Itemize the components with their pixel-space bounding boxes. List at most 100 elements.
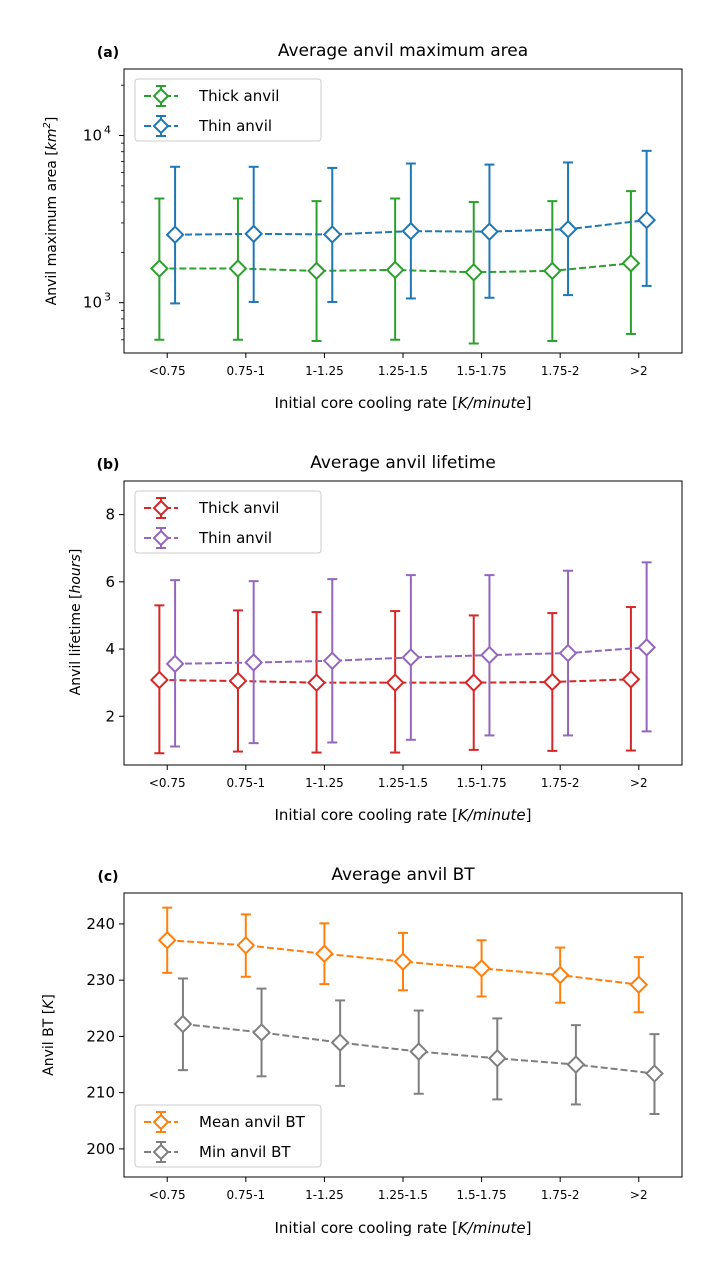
data-point bbox=[464, 262, 484, 282]
x-tick-label: 1-1.25 bbox=[305, 1188, 344, 1202]
x-tick-label: 1.25-1.5 bbox=[378, 776, 428, 790]
y-tick-label: 200 bbox=[86, 1140, 115, 1158]
data-point bbox=[149, 259, 169, 278]
data-point bbox=[322, 225, 342, 244]
legend-frame bbox=[134, 78, 322, 142]
data-point bbox=[149, 670, 169, 690]
legend-frame bbox=[134, 490, 322, 554]
legend-marker bbox=[152, 1143, 170, 1161]
x-tick-label: 0.75-1 bbox=[226, 776, 265, 790]
legend-label: Thin anvil bbox=[198, 117, 272, 135]
panel-label: (c) bbox=[97, 869, 118, 885]
y-tick-label: 240 bbox=[86, 915, 115, 933]
data-point bbox=[330, 1033, 350, 1053]
data-point bbox=[472, 958, 492, 978]
legend-marker bbox=[152, 1113, 170, 1131]
legend: Thick anvil Thin anvil bbox=[134, 490, 322, 554]
y-tick-label: 4 bbox=[105, 640, 115, 658]
data-point bbox=[385, 673, 405, 693]
legend-label: Min anvil BT bbox=[199, 1143, 291, 1161]
y-tick-label: 210 bbox=[86, 1084, 115, 1102]
x-tick-label: 0.75-1 bbox=[226, 1188, 265, 1202]
data-point bbox=[307, 261, 326, 281]
series bbox=[157, 906, 649, 1014]
data-point bbox=[307, 673, 326, 693]
x-tick-label: 1.75-2 bbox=[541, 776, 580, 790]
data-point bbox=[385, 260, 405, 280]
legend-entry: Thick anvil bbox=[144, 497, 279, 519]
series bbox=[173, 977, 664, 1116]
data-point bbox=[487, 1048, 507, 1068]
data-point bbox=[621, 253, 641, 273]
legend-entry: Thick anvil bbox=[144, 85, 279, 107]
panel-a: (a) Average anvil maximum area Anvil max… bbox=[42, 41, 683, 412]
y-tick-label: 10 3 bbox=[83, 291, 111, 312]
data-point bbox=[480, 645, 499, 665]
series bbox=[149, 190, 641, 345]
legend-label: Thin anvil bbox=[198, 529, 272, 547]
y-tick-label: 230 bbox=[86, 971, 115, 989]
legend-label: Mean anvil BT bbox=[199, 1113, 306, 1131]
series bbox=[165, 149, 657, 305]
legend-entry: Thin anvil bbox=[144, 115, 272, 137]
y-tick-label: 220 bbox=[86, 1027, 115, 1045]
legend-entry: Min anvil BT bbox=[144, 1141, 291, 1163]
series bbox=[165, 561, 657, 748]
panel-b: (b) Average anvil lifetime Anvil lifetim… bbox=[68, 453, 683, 824]
data-point bbox=[645, 1064, 664, 1083]
x-tick-label: 1-1.25 bbox=[305, 776, 344, 790]
data-point bbox=[157, 930, 177, 950]
y-axis-label: Anvil BT [K] bbox=[41, 994, 57, 1076]
legend-label: Thick anvil bbox=[198, 87, 279, 105]
legend-marker bbox=[152, 529, 170, 547]
panel-label: (b) bbox=[97, 457, 120, 473]
data-point bbox=[314, 944, 334, 964]
legend-marker bbox=[152, 117, 170, 135]
y-axis-label: Anvil maximum area [km2] bbox=[42, 117, 60, 306]
x-tick-label: 1.25-1.5 bbox=[378, 364, 428, 378]
data-point bbox=[558, 219, 578, 239]
x-tick-label: <0.75 bbox=[149, 776, 186, 790]
x-axis-label: Initial core cooling rate [K/minute] bbox=[274, 1219, 531, 1237]
x-tick-label: <0.75 bbox=[149, 364, 186, 378]
data-point bbox=[542, 261, 562, 281]
y-tick-label: 10 4 bbox=[83, 124, 111, 145]
data-point bbox=[464, 673, 484, 693]
data-point bbox=[550, 965, 570, 985]
data-point bbox=[558, 643, 578, 663]
series bbox=[149, 604, 641, 755]
data-point bbox=[165, 225, 185, 245]
data-point bbox=[228, 671, 248, 691]
x-tick-label: 1.5-1.75 bbox=[457, 364, 507, 378]
x-tick-label: 1.75-2 bbox=[541, 1188, 580, 1202]
x-axis-label: Initial core cooling rate [K/minute] bbox=[274, 806, 531, 824]
x-tick-label: 1.5-1.75 bbox=[457, 776, 507, 790]
data-point bbox=[629, 975, 649, 995]
data-point bbox=[228, 259, 248, 278]
plot-area-c: <0.75 0.75-1 1-1.25 1.25-1.5 1.5-1.75 1.75-2 >… bbox=[86, 892, 683, 1202]
x-tick-label: 1.5-1.75 bbox=[457, 1188, 507, 1202]
chart-title: Average anvil BT bbox=[331, 865, 475, 885]
x-tick-label: >2 bbox=[630, 364, 648, 378]
panel-c: (c) Average anvil BT Anvil BT [K] Initia… bbox=[41, 865, 683, 1237]
data-point bbox=[542, 672, 562, 692]
data-point bbox=[621, 669, 641, 689]
x-tick-label: 0.75-1 bbox=[226, 364, 265, 378]
chart-title: Average anvil lifetime bbox=[310, 453, 496, 473]
legend: Mean anvil BT Min anvil BT bbox=[134, 1104, 322, 1168]
legend: Thick anvil Thin anvil bbox=[134, 78, 322, 142]
data-point bbox=[165, 654, 185, 674]
x-tick-label: 1-1.25 bbox=[305, 364, 344, 378]
legend-frame bbox=[134, 1104, 322, 1168]
legend-marker bbox=[152, 87, 170, 105]
data-point bbox=[637, 210, 657, 230]
data-point bbox=[566, 1055, 586, 1074]
data-point bbox=[637, 637, 657, 657]
data-point bbox=[252, 1023, 271, 1042]
data-point bbox=[173, 1014, 193, 1034]
plot-area-b: <0.75 0.75-1 1-1.25 1.25-1.5 1.5-1.75 1.75-2 >… bbox=[105, 480, 683, 790]
x-axis-label: Initial core cooling rate [K/minute] bbox=[274, 394, 531, 412]
data-point bbox=[244, 224, 264, 244]
x-tick-label: <0.75 bbox=[149, 1188, 186, 1202]
